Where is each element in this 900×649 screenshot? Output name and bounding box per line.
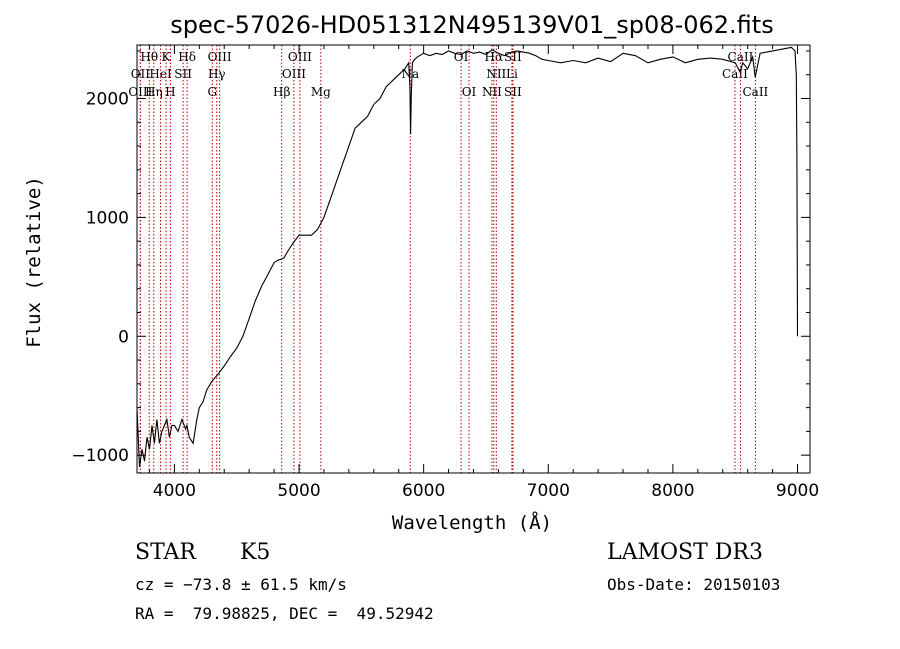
spectrum-series xyxy=(136,46,799,468)
x-tick-label-3: 7000 xyxy=(527,481,570,501)
line-label-5: K xyxy=(162,50,172,64)
line-label-9: G xyxy=(207,85,217,99)
observation-date: Obs-Date: 20150103 xyxy=(607,575,781,594)
line-label-4: HeI xyxy=(149,67,172,81)
y-tick-label-3: 2000 xyxy=(86,90,129,110)
line-label-13: OIII xyxy=(282,67,306,81)
line-label-3: Hη xyxy=(145,85,163,99)
line-label-21: NII xyxy=(486,67,506,81)
line-label-27: CaII xyxy=(742,85,768,99)
line-label-12: Hβ xyxy=(273,85,290,99)
x-tick-label-0: 4000 xyxy=(153,481,196,501)
line-label-15: Mg xyxy=(311,85,331,99)
line-label-17: OI xyxy=(454,50,469,64)
x-tick-label-4: 8000 xyxy=(651,481,694,501)
redshift-velocity: cz = −73.8 ± 61.5 km/s xyxy=(135,575,347,594)
line-label-25: CaII xyxy=(722,67,748,81)
object-subclass: K5 xyxy=(240,540,271,565)
plot-frame xyxy=(136,44,811,474)
y-tick-label-2: 1000 xyxy=(86,208,129,228)
line-label-14: OIII xyxy=(288,50,312,64)
x-tick-label-5: 9000 xyxy=(776,481,819,501)
line-label-2: OIII xyxy=(128,85,152,99)
x-tick-label-1: 5000 xyxy=(277,481,320,501)
chart-title: spec-57026-HD051312N495139V01_sp08-062.f… xyxy=(170,11,773,39)
object-class: STAR xyxy=(135,540,196,565)
line-label-10: Hγ xyxy=(208,67,226,81)
line-label-20: Hα xyxy=(485,50,504,64)
line-label-16: Na xyxy=(401,67,419,81)
line-label-0: Hθ xyxy=(140,50,158,64)
line-label-11: OIII xyxy=(208,50,232,64)
line-label-18: OI xyxy=(462,85,477,99)
line-label-26: CaII xyxy=(728,50,754,64)
y-axis-label: Flux (relative) xyxy=(23,176,45,348)
line-label-24: Li xyxy=(506,67,518,81)
ra-dec-coordinates: RA = 79.98825, DEC = 49.52942 xyxy=(135,604,434,623)
x-tick-label-2: 6000 xyxy=(402,481,445,501)
spectrum-line xyxy=(136,46,799,468)
line-label-7: SII xyxy=(174,67,192,81)
x-axis-label: Wavelength (Å) xyxy=(392,511,552,534)
line-label-6: H xyxy=(165,85,175,99)
survey-name: LAMOST DR3 xyxy=(607,540,763,565)
axis-ticks: 4000 5000 6000 7000 8000 9000 −1000 0 1000 2000 xyxy=(71,45,819,501)
y-tick-label-0: −1000 xyxy=(71,446,129,466)
emission-line-markers: HθOIIOIIIHηHeIKHSIIHδGHγOIIIHβOIIIOIIIMg… xyxy=(128,45,769,473)
y-tick-label-1: 0 xyxy=(118,327,129,347)
line-label-8: Hδ xyxy=(178,50,196,64)
line-label-19: NII xyxy=(482,85,502,99)
